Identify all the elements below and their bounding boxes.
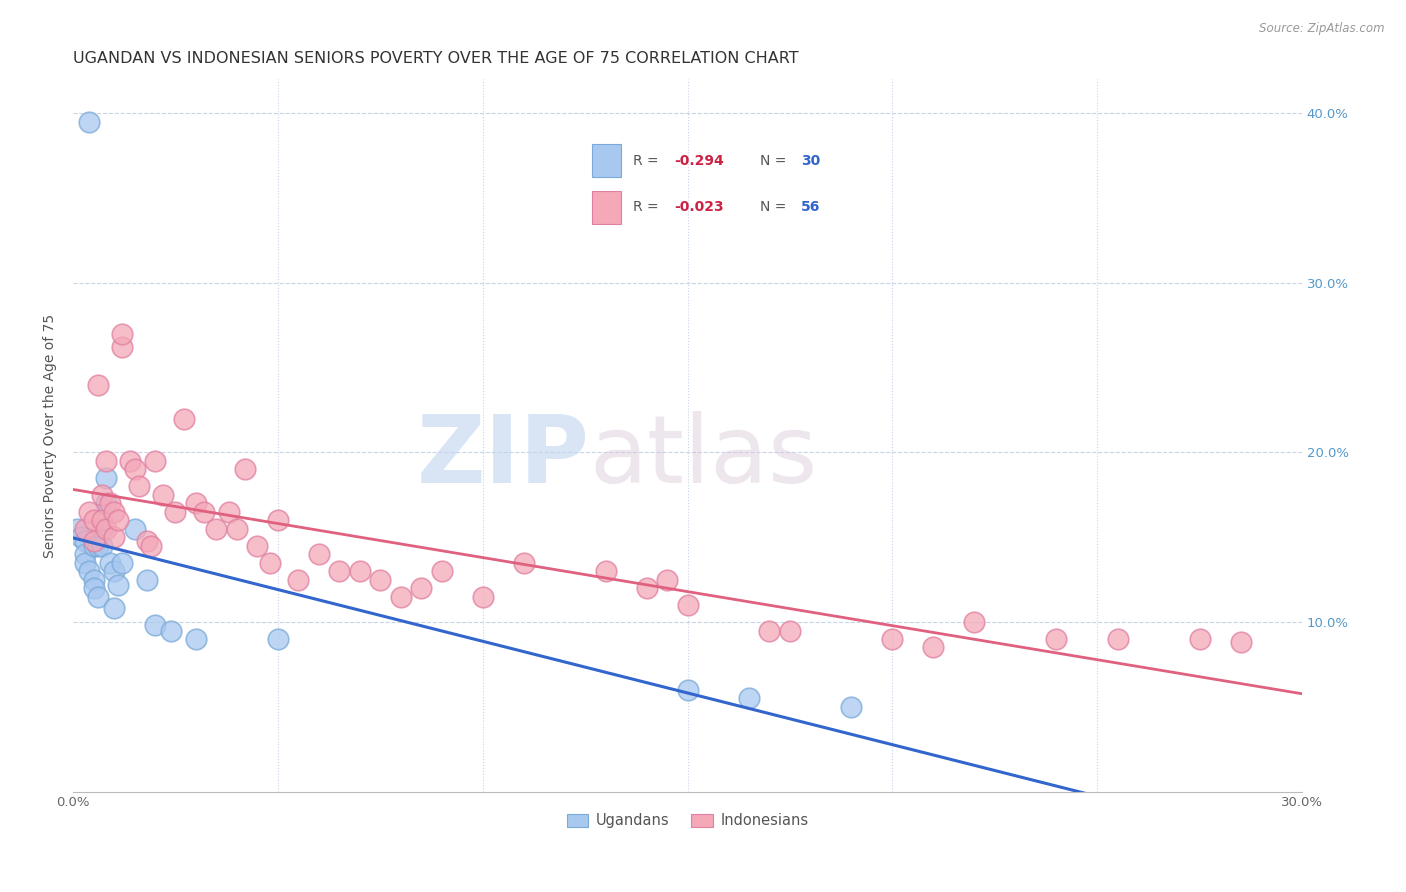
- Point: [111, 556, 134, 570]
- Point: [368, 573, 391, 587]
- Point: [86, 377, 108, 392]
- Point: [512, 556, 534, 570]
- Point: [173, 411, 195, 425]
- Point: [676, 598, 699, 612]
- Point: [184, 632, 207, 646]
- Point: [226, 522, 249, 536]
- Point: [205, 522, 228, 536]
- Point: [135, 533, 157, 548]
- Point: [94, 471, 117, 485]
- Y-axis label: Seniors Poverty Over the Age of 75: Seniors Poverty Over the Age of 75: [44, 313, 58, 558]
- Point: [90, 522, 112, 536]
- Point: [103, 564, 125, 578]
- Point: [86, 590, 108, 604]
- Point: [94, 496, 117, 510]
- Point: [184, 496, 207, 510]
- Point: [83, 581, 105, 595]
- Point: [103, 601, 125, 615]
- Point: [389, 590, 412, 604]
- Point: [139, 539, 162, 553]
- Text: atlas: atlas: [589, 411, 817, 503]
- Point: [128, 479, 150, 493]
- Point: [143, 618, 166, 632]
- Point: [922, 640, 945, 655]
- Point: [90, 539, 112, 553]
- Text: ZIP: ZIP: [416, 411, 589, 503]
- Text: Source: ZipAtlas.com: Source: ZipAtlas.com: [1260, 22, 1385, 36]
- Point: [595, 564, 617, 578]
- Point: [124, 462, 146, 476]
- Point: [83, 573, 105, 587]
- Point: [411, 581, 433, 595]
- Point: [841, 699, 863, 714]
- Point: [83, 533, 105, 548]
- Point: [1188, 632, 1211, 646]
- Point: [90, 488, 112, 502]
- Point: [1045, 632, 1067, 646]
- Point: [86, 539, 108, 553]
- Point: [98, 556, 121, 570]
- Point: [90, 513, 112, 527]
- Point: [1107, 632, 1129, 646]
- Point: [328, 564, 350, 578]
- Point: [75, 522, 97, 536]
- Legend: Ugandans, Indonesians: Ugandans, Indonesians: [561, 807, 814, 834]
- Point: [471, 590, 494, 604]
- Point: [160, 624, 183, 638]
- Point: [107, 513, 129, 527]
- Point: [70, 530, 93, 544]
- Point: [75, 547, 97, 561]
- Point: [83, 539, 105, 553]
- Point: [79, 114, 101, 128]
- Point: [267, 513, 290, 527]
- Point: [103, 505, 125, 519]
- Point: [259, 556, 281, 570]
- Point: [636, 581, 658, 595]
- Point: [349, 564, 371, 578]
- Text: UGANDAN VS INDONESIAN SENIORS POVERTY OVER THE AGE OF 75 CORRELATION CHART: UGANDAN VS INDONESIAN SENIORS POVERTY OV…: [73, 51, 799, 66]
- Point: [963, 615, 986, 629]
- Point: [882, 632, 904, 646]
- Point: [75, 556, 97, 570]
- Point: [143, 454, 166, 468]
- Point: [79, 505, 101, 519]
- Point: [94, 454, 117, 468]
- Point: [218, 505, 240, 519]
- Point: [152, 488, 174, 502]
- Point: [107, 578, 129, 592]
- Point: [758, 624, 780, 638]
- Point: [66, 522, 89, 536]
- Point: [79, 564, 101, 578]
- Point: [75, 533, 97, 548]
- Point: [267, 632, 290, 646]
- Point: [246, 539, 269, 553]
- Point: [676, 682, 699, 697]
- Point: [655, 573, 678, 587]
- Point: [287, 573, 309, 587]
- Point: [94, 522, 117, 536]
- Point: [779, 624, 801, 638]
- Point: [124, 522, 146, 536]
- Point: [738, 691, 761, 706]
- Point: [120, 454, 142, 468]
- Point: [430, 564, 453, 578]
- Point: [1229, 635, 1251, 649]
- Point: [111, 340, 134, 354]
- Point: [83, 513, 105, 527]
- Point: [135, 573, 157, 587]
- Point: [308, 547, 330, 561]
- Point: [98, 496, 121, 510]
- Point: [233, 462, 256, 476]
- Point: [165, 505, 187, 519]
- Point: [103, 530, 125, 544]
- Point: [193, 505, 215, 519]
- Point: [111, 326, 134, 341]
